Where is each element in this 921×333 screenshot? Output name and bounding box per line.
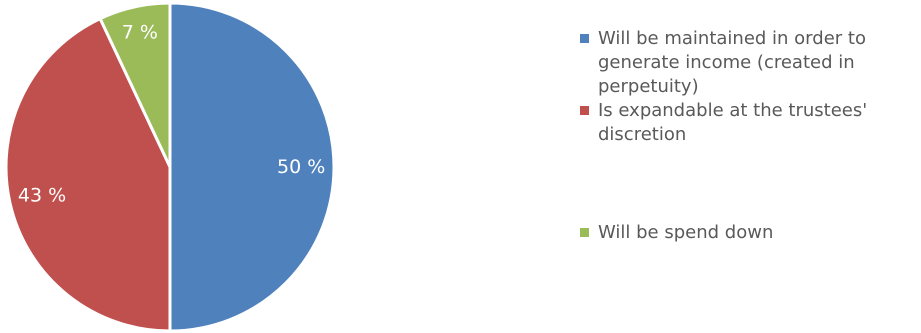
pie-slice-spend-down [98, 1, 172, 169]
legend-swatch-expandable [580, 106, 589, 115]
legend-item-maintained: Will be maintained in order to generate … [580, 27, 914, 99]
pie-slice-maintained [168, 1, 336, 333]
legend-label-maintained: Will be maintained in order to generate … [598, 28, 866, 97]
legend-item-spend-down: Will be spend down [580, 221, 914, 245]
legend-label-expandable: Is expandable at the trustees' discretio… [598, 100, 868, 145]
data-label-maintained: 50 % [277, 156, 325, 178]
pie-slice-expandable [4, 17, 172, 333]
data-label-expandable: 43 % [18, 185, 66, 207]
legend-label-spend-down: Will be spend down [598, 222, 774, 243]
legend-swatch-spend-down [580, 228, 589, 237]
data-label-spend-down: 7 % [122, 22, 158, 44]
legend-swatch-maintained [580, 34, 589, 43]
legend-item-expandable: Is expandable at the trustees' discretio… [580, 99, 914, 147]
